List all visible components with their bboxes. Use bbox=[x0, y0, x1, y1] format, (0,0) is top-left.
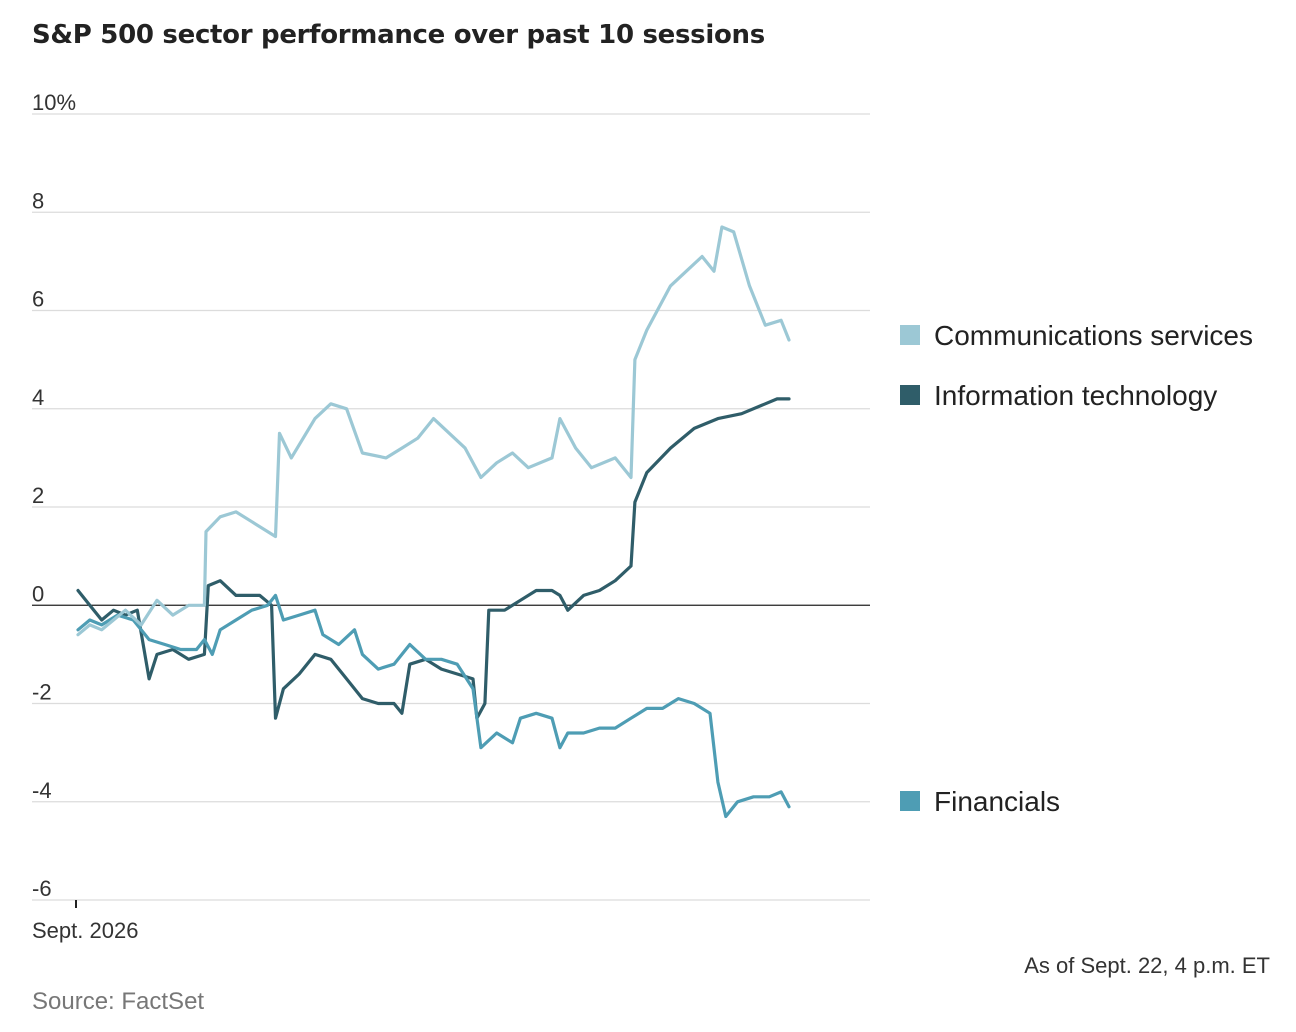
y-tick-label: 6 bbox=[32, 287, 44, 312]
series-line-communications-services bbox=[76, 225, 791, 637]
y-tick-label: 2 bbox=[32, 483, 44, 508]
y-tick-label: 4 bbox=[32, 385, 44, 410]
legend-label: Information technology bbox=[934, 380, 1217, 411]
legend: Communications services Information techn… bbox=[900, 320, 1253, 817]
series-lines bbox=[76, 225, 791, 819]
source-note: Source: FactSet bbox=[32, 988, 205, 1015]
legend-label: Financials bbox=[934, 786, 1060, 817]
y-axis-ticks: 10% 8 6 4 2 0 -2 -4 -6 bbox=[32, 90, 76, 901]
y-tick-label: -4 bbox=[32, 778, 52, 803]
legend-swatch bbox=[900, 385, 920, 405]
y-tick-label: -6 bbox=[32, 876, 52, 901]
series-line-information-technology bbox=[76, 397, 791, 720]
series-line-financials bbox=[76, 593, 791, 819]
x-axis: Sept. 2026 bbox=[32, 900, 138, 943]
legend-swatch bbox=[900, 791, 920, 811]
footnote: As of Sept. 22, 4 p.m. ET bbox=[1024, 953, 1270, 978]
y-tick-label: 8 bbox=[32, 188, 44, 213]
chart-title: S&P 500 sector performance over past 10 … bbox=[32, 20, 765, 50]
y-tick-label: 0 bbox=[32, 581, 44, 606]
gridlines bbox=[32, 113, 870, 901]
legend-label: Communications services bbox=[934, 320, 1253, 351]
x-tick-label: Sept. 2026 bbox=[32, 918, 138, 943]
y-tick-label: -2 bbox=[32, 680, 52, 705]
legend-swatch bbox=[900, 325, 920, 345]
y-tick-label: 10% bbox=[32, 90, 76, 115]
